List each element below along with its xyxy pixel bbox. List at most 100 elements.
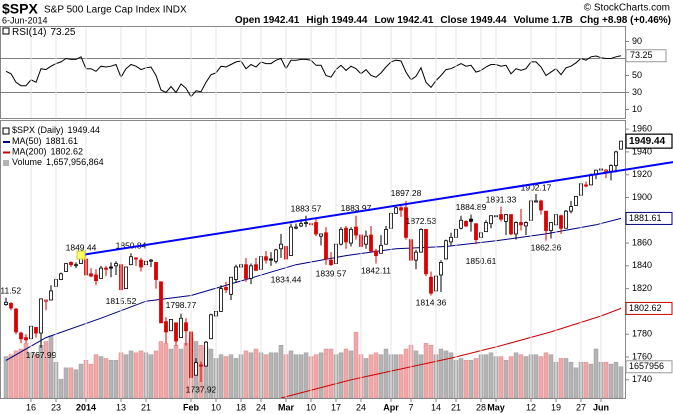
volume-bar — [573, 367, 579, 398]
volume-bar — [483, 354, 489, 398]
annotation: 1839.57 — [316, 269, 347, 279]
candle-body — [234, 266, 238, 280]
x-tick-label: 14 — [431, 402, 441, 412]
candle-body — [349, 228, 353, 244]
volume-bar — [508, 356, 514, 398]
candle-body — [129, 256, 133, 266]
volume-bar — [13, 350, 19, 398]
volume-bar — [363, 358, 369, 398]
volume-bar — [268, 352, 274, 398]
annotation: 1850.84 — [116, 241, 147, 251]
candle-body — [364, 235, 368, 245]
candle-body — [424, 228, 428, 275]
volume-bar — [158, 341, 164, 398]
volume-bar — [468, 360, 474, 398]
volume-bar — [613, 361, 619, 398]
candle-body — [374, 250, 378, 256]
candle-body — [249, 265, 253, 279]
volume-bar — [473, 358, 479, 398]
candle-body — [174, 322, 178, 342]
candle-body — [504, 214, 508, 222]
candle-body — [9, 303, 13, 309]
volume-bar — [128, 350, 134, 398]
candle-body — [469, 218, 473, 222]
annotation: 1862.36 — [531, 243, 562, 253]
x-tick-label: 17 — [331, 402, 341, 412]
candle-body — [109, 266, 113, 269]
x-tick-label: 28 — [476, 402, 486, 412]
volume-bar — [338, 352, 344, 398]
ma-value-box — [625, 301, 673, 315]
quote-item: Chg +8.98 (+0.46%) — [580, 15, 671, 26]
rsi-line — [5, 55, 622, 98]
y-tick-label: 1920 — [632, 169, 652, 179]
x-tick-label: 27 — [576, 402, 586, 412]
candle-body — [224, 287, 228, 291]
x-tick-label: Jun — [593, 402, 609, 412]
candle-body — [519, 222, 523, 226]
volume-bar — [273, 352, 279, 398]
rsi-y-tick-label: 10 — [632, 104, 642, 114]
volume-bar — [103, 358, 109, 398]
volume-bar — [403, 348, 409, 398]
candle-body — [64, 263, 68, 272]
candle-body — [489, 215, 493, 225]
x-tick-label: 21 — [141, 402, 151, 412]
candle-body — [94, 274, 98, 282]
volume-bar — [318, 352, 324, 398]
candle-body — [439, 262, 443, 276]
ma-legend-name: MA(50) — [12, 136, 42, 146]
candle-body — [244, 264, 248, 279]
volume-bar — [73, 369, 79, 398]
volume-bar — [133, 352, 139, 398]
volume-bar — [538, 356, 544, 398]
volume-bar — [368, 354, 374, 398]
volume-bar — [173, 345, 179, 398]
candle-body — [609, 165, 613, 172]
candle-body — [74, 264, 78, 267]
volume-bar — [153, 350, 159, 398]
volume-bar — [383, 348, 389, 398]
candle-body — [499, 214, 503, 220]
y-tick-label: 1820 — [632, 283, 652, 293]
price-legend: $SPX (Daily) 1949.44 — [12, 125, 100, 135]
candle-body — [484, 222, 488, 233]
chart-title: $SPX — [2, 1, 38, 17]
x-tick-label: 7 — [408, 402, 413, 412]
ma-value-label: 1802.62 — [629, 303, 662, 313]
candle-body — [324, 232, 328, 260]
annotation: 1767.99 — [26, 350, 57, 360]
candle-body — [614, 151, 618, 166]
candle-body — [269, 258, 273, 261]
annotation: 1798.77 — [166, 300, 197, 310]
volume-bar — [463, 360, 469, 398]
volume-bar — [518, 354, 524, 398]
volume-bar — [348, 350, 354, 398]
volume-bar — [398, 354, 404, 398]
volume-bar — [163, 343, 169, 398]
rsi-legend: RSI(14) 73.25 — [12, 27, 76, 38]
annotation: 1891.33 — [486, 195, 517, 205]
annotation: 1897.28 — [391, 188, 422, 198]
volume-value-box — [625, 360, 673, 374]
candle-body — [149, 259, 153, 262]
volume-bar — [583, 361, 589, 398]
volume-bar — [208, 348, 214, 398]
candle-body — [164, 321, 168, 333]
annotation: 1902.17 — [521, 182, 552, 192]
candle-body — [99, 267, 103, 279]
x-tick-label: 2014 — [76, 402, 96, 412]
volume-bar — [568, 361, 574, 398]
volume-bar — [253, 348, 259, 398]
candle-body — [169, 318, 173, 332]
candle-body — [44, 299, 48, 302]
volume-bar — [98, 356, 104, 398]
annotation: 1737.92 — [186, 384, 217, 394]
volume-bar — [78, 363, 84, 398]
volume-bar — [353, 331, 359, 398]
volume-bar — [58, 378, 64, 398]
candle-body — [589, 174, 593, 186]
candle-body — [14, 308, 18, 333]
rsi-y-tick-label: 30 — [632, 87, 642, 97]
annotation: 1814.36 — [416, 297, 447, 307]
